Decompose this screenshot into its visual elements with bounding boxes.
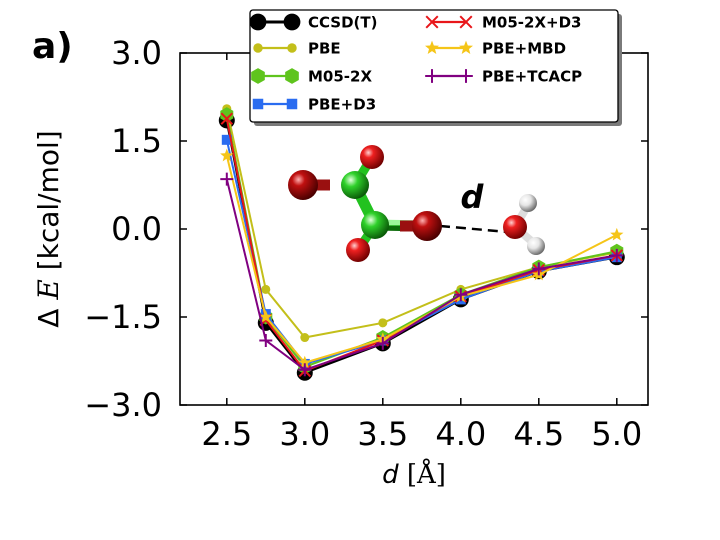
- legend-label: M05-2X: [308, 68, 372, 86]
- data-point: [459, 40, 473, 54]
- legend-label: M05-2X+D3: [482, 14, 582, 32]
- data-point: [220, 107, 234, 123]
- y-axis: 3.0 1.5 0.0 −1.5 −3.0: [84, 34, 648, 424]
- legend-item: M05-2X: [251, 68, 372, 86]
- x-axis-label: d [Å]: [382, 458, 446, 490]
- data-point: [221, 134, 232, 145]
- x-tick-label: 3.5: [357, 415, 408, 453]
- series-pbe-mbd: [220, 148, 624, 369]
- panel-label: a): [32, 26, 73, 67]
- series-line: [225, 139, 617, 366]
- legend-item: PBE: [253, 40, 341, 58]
- y-tick-label: 3.0: [111, 34, 162, 72]
- x-axis: 2.5 3.0 3.5 4.0 4.5 5.0: [201, 53, 642, 453]
- y-tick-label: 0.0: [111, 210, 162, 248]
- data-point: [298, 355, 312, 369]
- x-tick-label: 2.5: [201, 415, 252, 453]
- distance-dashed-line: [439, 224, 509, 234]
- data-point: [261, 284, 271, 294]
- data-point: [220, 172, 234, 186]
- data-point: [454, 288, 468, 302]
- series-line: [225, 120, 618, 375]
- data-point: [286, 98, 298, 110]
- series-layer: [218, 104, 625, 381]
- data-point: [285, 68, 299, 84]
- series-ccsd-t-: [218, 112, 625, 381]
- data-point: [252, 98, 264, 110]
- legend-label: PBE+MBD: [482, 40, 566, 58]
- data-point: [425, 40, 439, 54]
- y-axis-label: Δ E [kcal/mol]: [32, 130, 65, 327]
- data-point: [253, 43, 263, 53]
- data-point: [376, 336, 390, 350]
- y-tick-label: −1.5: [84, 298, 162, 336]
- data-point: [220, 148, 234, 162]
- series-line: [225, 155, 618, 364]
- data-point: [459, 69, 473, 83]
- data-point: [532, 262, 546, 276]
- data-point: [425, 69, 439, 83]
- x-tick-label: 5.0: [591, 415, 642, 453]
- data-point: [610, 248, 624, 262]
- legend-item: PBE+MBD: [425, 40, 566, 58]
- legend-item: PBE+D3: [252, 96, 376, 114]
- legend-item: CCSD(T): [249, 13, 378, 32]
- data-point: [300, 333, 310, 343]
- data-point: [610, 227, 624, 241]
- data-point: [259, 333, 273, 347]
- data-point: [298, 363, 312, 377]
- legend-item: PBE+TCACP: [425, 68, 582, 86]
- x-tick-label: 4.5: [513, 415, 564, 453]
- legend: CCSD(T) PBE M05-2X PBE+D3 M05-2X+D3 PBE+MBD PB…: [249, 9, 622, 126]
- series-line: [225, 118, 617, 373]
- molecule-illustration: d: [288, 145, 545, 262]
- legend-item: M05-2X+D3: [425, 14, 582, 32]
- legend-label: PBE: [308, 40, 341, 58]
- data-point: [251, 68, 265, 84]
- data-point: [283, 13, 301, 31]
- data-point: [425, 15, 439, 29]
- data-point: [459, 15, 473, 29]
- data-point: [220, 112, 234, 125]
- y-tick-label: 1.5: [111, 122, 162, 160]
- x-tick-label: 4.0: [435, 415, 486, 453]
- series-line: [225, 114, 617, 369]
- distance-label: d: [461, 178, 485, 216]
- legend-label: PBE+TCACP: [482, 68, 582, 86]
- data-point: [378, 318, 388, 328]
- x-tick-label: 3.0: [279, 415, 330, 453]
- data-point: [249, 13, 267, 31]
- series-pbe-d3: [221, 134, 622, 369]
- y-tick-label: −3.0: [84, 386, 162, 424]
- legend-label: PBE+D3: [308, 96, 376, 114]
- data-point: [287, 43, 297, 53]
- data-point: [259, 310, 273, 323]
- series-pbe-tcacp: [220, 172, 624, 377]
- legend-label: CCSD(T): [308, 14, 378, 32]
